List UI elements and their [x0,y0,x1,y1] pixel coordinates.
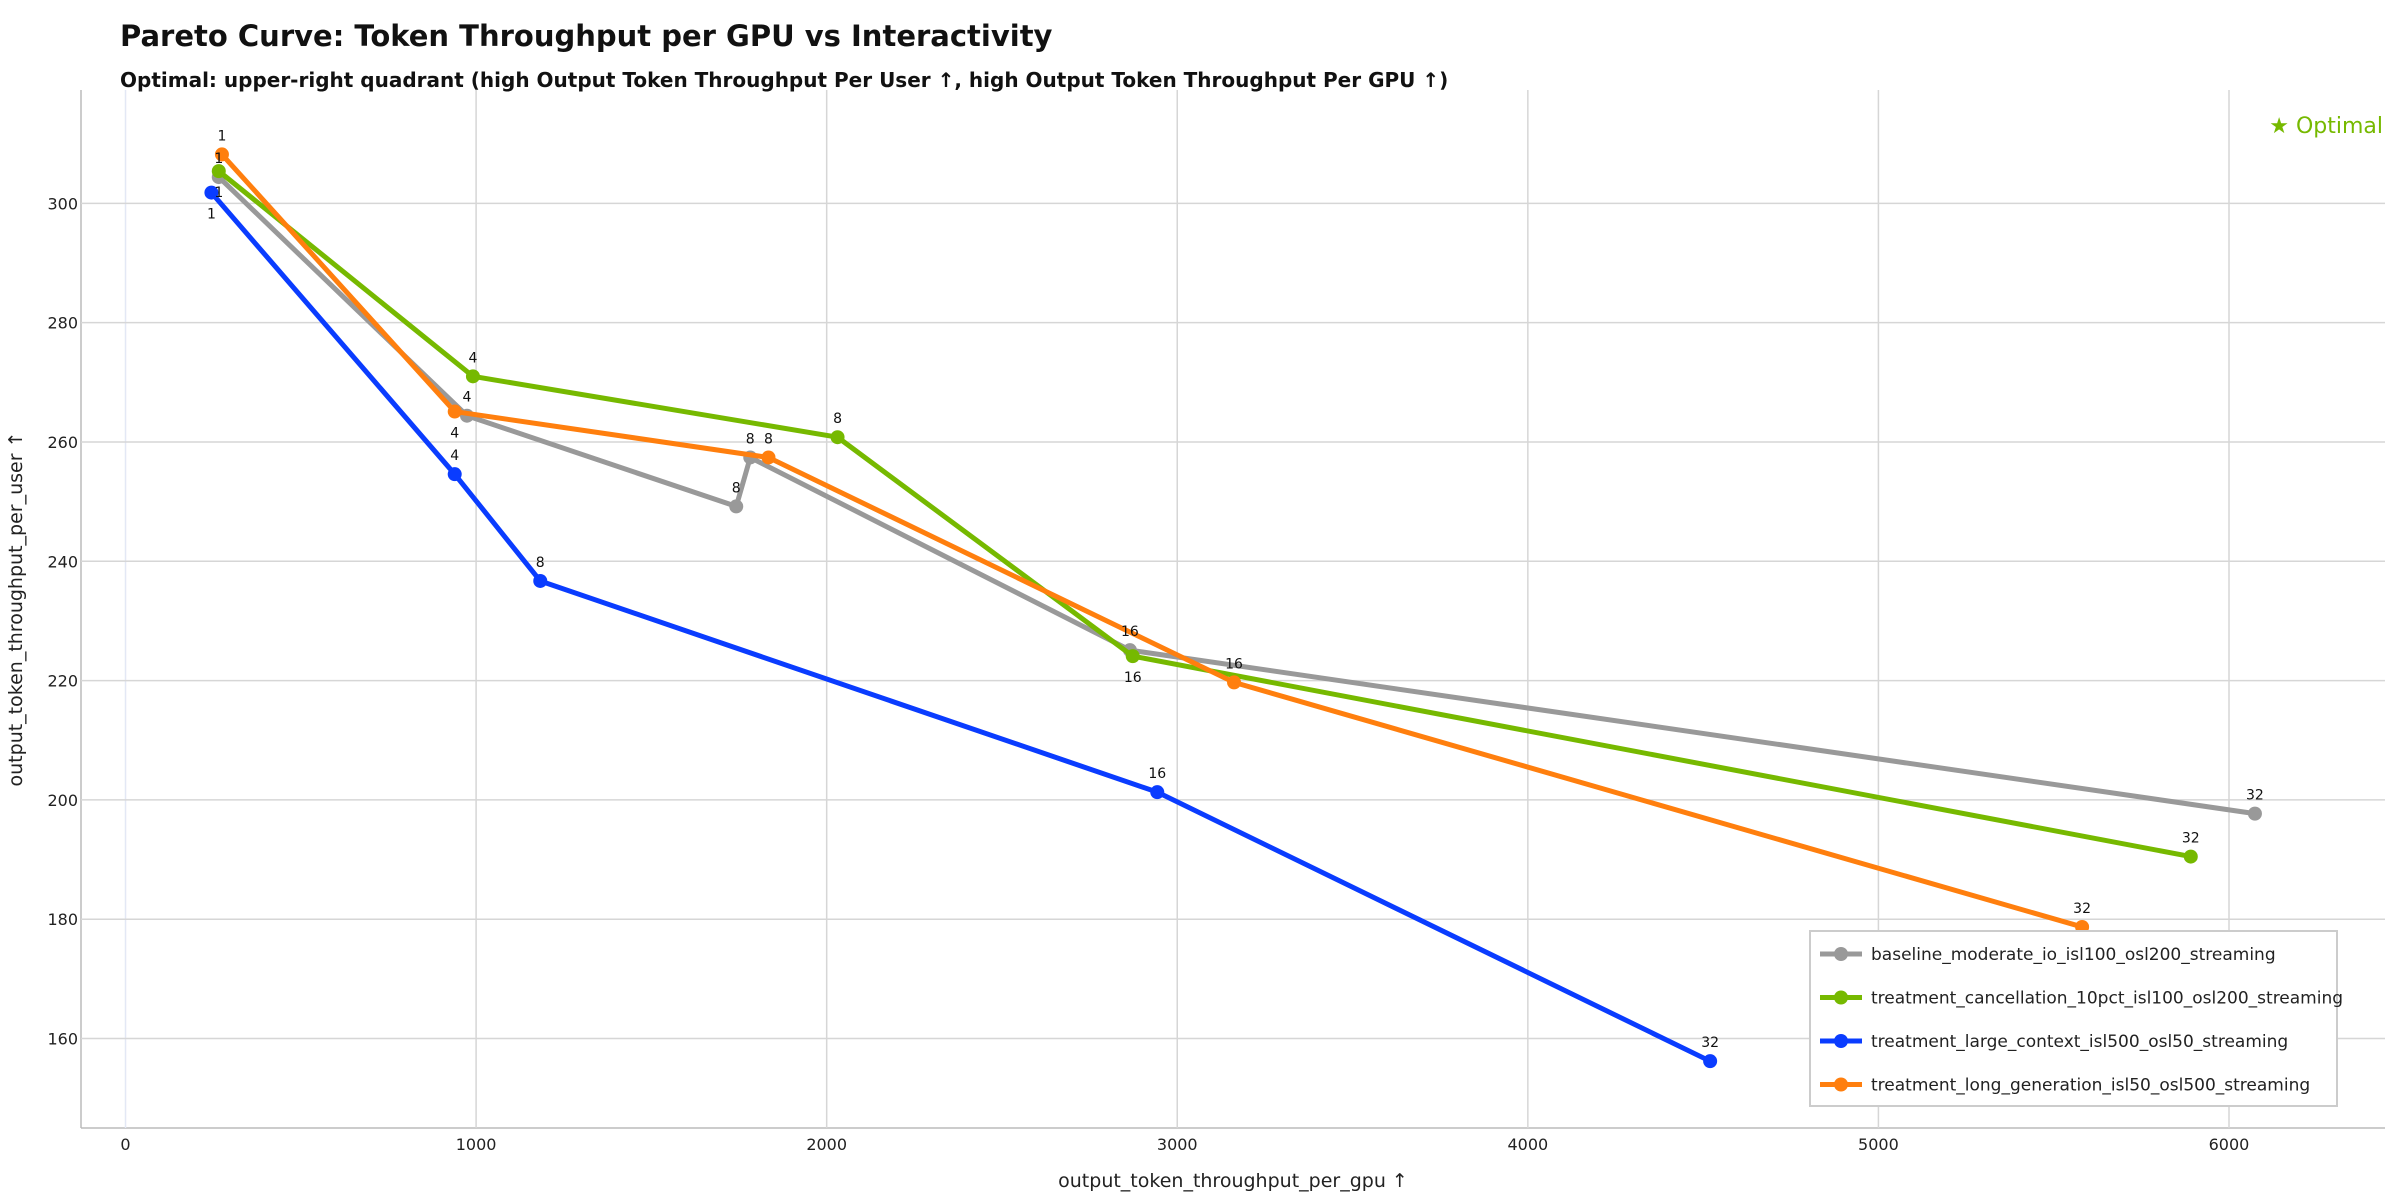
x-tick-label: 0 [120,1135,130,1154]
data-point-label: 16 [1148,766,1166,782]
y-axis-label: output_token_throughput_per_user ↑ [5,432,27,787]
optimal-annotation: ★ Optimal [2269,114,2383,139]
y-tick-label: 220 [47,672,78,691]
data-point [1125,649,1140,664]
data-point [729,499,744,514]
data-point [2183,849,2198,864]
data-point-label: 1 [207,207,216,223]
series-treatment_long_generation_isl50_osl500_streaming [214,147,2090,934]
data-point [533,573,548,588]
y-tick-label: 260 [47,433,78,452]
legend-marker [1834,1077,1848,1092]
y-tick-label: 240 [47,552,78,571]
data-point-label: 8 [764,431,773,447]
data-point-label: 4 [450,426,459,442]
y-tick-label: 300 [47,194,78,213]
series-line [217,169,2192,860]
legend-marker [1834,990,1848,1005]
legend: baseline_moderate_io_isl100_osl200_strea… [1809,930,2343,1107]
data-point [2247,806,2262,821]
data-point-label: 16 [1121,624,1139,640]
series-treatment_large_context_isl500_osl50_streaming [204,185,1718,1069]
series-treatment_cancellation_10pct_isl100_osl200_streaming [211,164,2198,864]
data-point [447,404,462,419]
data-point-label: 4 [468,350,477,366]
data-point [1227,675,1242,690]
x-tick-label: 6000 [2209,1135,2250,1154]
data-point-label: 1 [217,128,226,144]
data-point [211,164,226,179]
data-point-label: 4 [450,448,459,464]
data-point [830,430,845,445]
chart-title: Pareto Curve: Token Throughput per GPU v… [120,19,1053,53]
legend-label: treatment_large_context_isl500_osl50_str… [1871,1032,2288,1052]
legend-marker [1834,947,1848,961]
data-point [214,147,229,162]
data-point-label: 8 [536,555,545,571]
y-tick-label: 200 [47,791,78,810]
legend-label: treatment_long_generation_isl50_osl500_s… [1871,1076,2310,1096]
y-tick-label: 180 [47,910,78,929]
data-point-label: 4 [463,390,472,406]
data-point-label: 32 [1701,1035,1719,1051]
data-point [447,467,462,482]
x-tick-label: 4000 [1507,1135,1548,1154]
data-point-label: 8 [732,480,741,496]
legend-marker [1834,1034,1848,1048]
x-tick-label: 2000 [806,1135,847,1154]
legend-label: treatment_cancellation_10pct_isl100_osl2… [1871,989,2343,1009]
x-tick-label: 1000 [456,1135,497,1154]
x-tick-label: 3000 [1157,1135,1198,1154]
data-point-label: 1 [214,151,223,167]
data-point-label: 16 [1225,656,1243,672]
y-tick-label: 160 [47,1030,78,1049]
data-point [465,369,480,384]
data-point-label: 16 [1124,670,1142,686]
data-point-label: 32 [2182,831,2200,847]
data-point [761,450,776,465]
data-point-label: 8 [746,431,755,447]
series-line [220,152,2083,930]
series-baseline_moderate_io_isl100_osl200_streaming [211,170,2262,821]
chart-subtitle: Optimal: upper-right quadrant (high Outp… [120,68,1448,92]
x-axis-label: output_token_throughput_per_gpu ↑ [1058,1170,1408,1192]
legend-label: baseline_moderate_io_isl100_osl200_strea… [1871,945,2276,965]
data-point [1703,1054,1718,1069]
series-line [217,175,2256,817]
y-tick-label: 280 [47,314,78,333]
data-point-label: 32 [2073,901,2091,917]
data-point [204,185,219,200]
data-point-label: 32 [2246,788,2264,804]
data-point [1150,785,1165,800]
data-point-label: 8 [833,411,842,427]
data-point-label: 1 [214,185,223,201]
x-tick-label: 5000 [1858,1135,1899,1154]
legend-box [1809,930,2338,1107]
